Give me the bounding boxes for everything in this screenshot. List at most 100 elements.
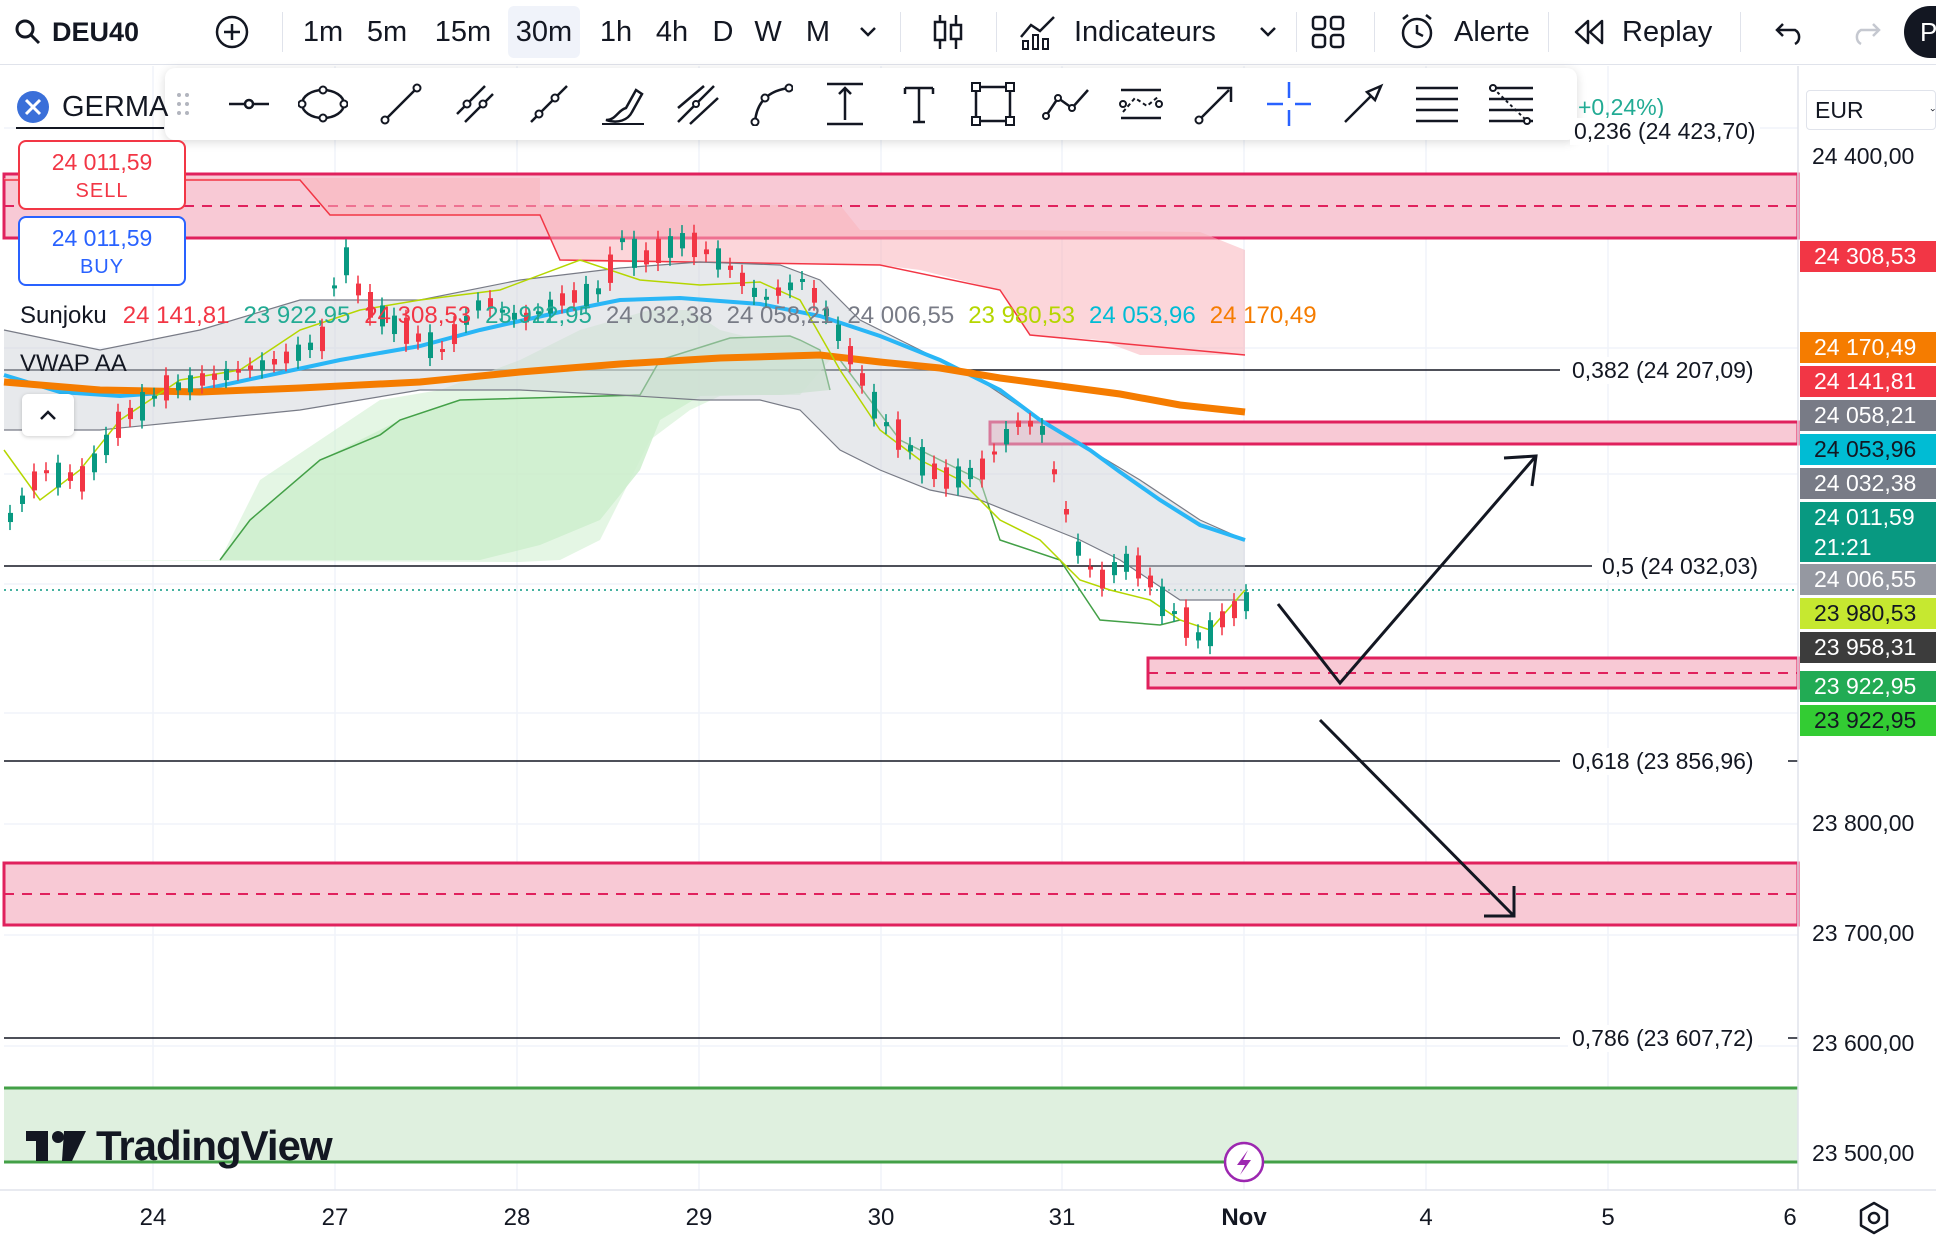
brush-tool[interactable] bbox=[595, 76, 651, 132]
drag-handle[interactable] bbox=[171, 76, 195, 132]
interval-w[interactable]: W bbox=[754, 15, 782, 48]
crosshair-tool[interactable] bbox=[1261, 76, 1317, 132]
candle-body bbox=[200, 373, 205, 386]
date-label: 28 bbox=[503, 1204, 531, 1231]
candle-body bbox=[584, 283, 589, 307]
interval-1m[interactable]: 1m bbox=[302, 15, 344, 48]
crosshair-icon bbox=[1267, 82, 1311, 126]
interval-15m[interactable]: 15m bbox=[434, 15, 492, 48]
divider bbox=[1548, 12, 1549, 52]
interval-5m[interactable]: 5m bbox=[366, 15, 408, 48]
horizontal-ray-tool[interactable] bbox=[221, 76, 277, 132]
watermark-text: TradingView bbox=[96, 1122, 333, 1169]
candle-body bbox=[488, 298, 493, 309]
vwap-legend[interactable]: VWAP AA bbox=[20, 350, 127, 377]
candle-body bbox=[356, 283, 361, 296]
ellipse-tool[interactable] bbox=[295, 76, 351, 132]
candle-body bbox=[1148, 575, 1153, 588]
candle-body bbox=[704, 249, 709, 255]
alert-label: Alerte bbox=[1454, 15, 1530, 48]
replay-button[interactable]: Replay bbox=[1572, 0, 1722, 64]
date-price-range-tool[interactable] bbox=[1113, 76, 1169, 132]
sell-button[interactable]: 24 011,59 SELL bbox=[18, 140, 186, 210]
undo-button[interactable] bbox=[1766, 0, 1814, 64]
candle-body bbox=[872, 391, 877, 419]
candle-body bbox=[272, 359, 277, 365]
chart-type-button[interactable] bbox=[924, 0, 972, 64]
candle-body bbox=[884, 422, 889, 427]
candle-body bbox=[128, 407, 133, 420]
interval-1h[interactable]: 1h bbox=[599, 15, 633, 48]
arrow-tool[interactable] bbox=[1335, 76, 1391, 132]
candle-body bbox=[32, 471, 37, 491]
sunjoku-legend[interactable]: Sunjoku 24 141,81 23 922,95 24 308,53 23… bbox=[20, 302, 1317, 330]
arrow-marker-tool[interactable] bbox=[1187, 76, 1243, 132]
event-marker[interactable] bbox=[1223, 1141, 1265, 1183]
publish-label: P bbox=[1920, 16, 1936, 47]
candle-body bbox=[1136, 555, 1141, 579]
price-tick: 23 800,00 bbox=[1812, 810, 1915, 836]
candle-body bbox=[296, 344, 301, 361]
settings-button[interactable] bbox=[1856, 1200, 1892, 1241]
flag-icon bbox=[17, 91, 49, 123]
interval-d[interactable]: D bbox=[712, 15, 734, 48]
path-tool[interactable] bbox=[1039, 76, 1095, 132]
candle-body bbox=[116, 411, 121, 438]
candle-body bbox=[320, 326, 325, 352]
candle-body bbox=[68, 472, 73, 481]
ray-tool[interactable] bbox=[521, 76, 577, 132]
fib-label: 0,382 (24 207,09) bbox=[1568, 357, 1758, 384]
legend-symbol[interactable]: GERMA bbox=[16, 90, 168, 124]
interval-dropdown-button[interactable] bbox=[852, 0, 884, 64]
layouts-button[interactable] bbox=[1304, 0, 1352, 64]
undo-icon bbox=[1775, 23, 1801, 46]
range-icon bbox=[1119, 88, 1163, 120]
price-range-tool[interactable] bbox=[817, 76, 873, 132]
text-tool[interactable] bbox=[891, 76, 947, 132]
currency-label: EUR bbox=[1815, 96, 1864, 123]
legend-change: +0,24%) bbox=[1578, 94, 1665, 120]
candle-body bbox=[668, 236, 673, 258]
interval-m[interactable]: M bbox=[805, 15, 831, 48]
candle-body bbox=[104, 434, 109, 456]
symbol-search[interactable]: DEU40 bbox=[14, 0, 164, 64]
publish-button[interactable]: P bbox=[1904, 6, 1936, 58]
fib-label: 0,5 (24 032,03) bbox=[1598, 553, 1763, 580]
add-symbol-button[interactable] bbox=[208, 0, 256, 64]
legend-symbol-name: GERMA bbox=[62, 90, 169, 123]
currency-selector[interactable]: EUR bbox=[1806, 90, 1936, 130]
candle-body bbox=[548, 299, 553, 314]
indicators-icon bbox=[1020, 16, 1055, 50]
candle-body bbox=[440, 349, 445, 353]
candle-body bbox=[524, 312, 529, 323]
curve-tool[interactable] bbox=[743, 76, 799, 132]
alarm-clock-icon bbox=[1401, 14, 1433, 49]
replay-label: Replay bbox=[1622, 15, 1713, 48]
candle-body bbox=[8, 512, 13, 523]
rectangle-tool[interactable] bbox=[965, 76, 1021, 132]
price-label: 24 032,38 bbox=[1800, 468, 1936, 499]
indicators-button[interactable]: Indicateurs bbox=[1018, 0, 1273, 64]
interval-4h[interactable]: 4h bbox=[655, 15, 689, 48]
candle-body bbox=[752, 287, 757, 297]
candle-body bbox=[956, 466, 961, 488]
interval-30m[interactable]: 30m bbox=[508, 6, 580, 58]
fib-retracement-tool[interactable] bbox=[1483, 76, 1539, 132]
candle-body bbox=[44, 470, 49, 474]
lines-tool[interactable] bbox=[1409, 76, 1465, 132]
candle-body bbox=[1124, 553, 1129, 572]
indicators-dropdown[interactable] bbox=[1252, 0, 1284, 64]
candle-body bbox=[1196, 632, 1201, 641]
date-label: 4 bbox=[1419, 1204, 1433, 1231]
parallel-channel-tool[interactable] bbox=[447, 76, 503, 132]
redo-button[interactable] bbox=[1842, 0, 1890, 64]
drawing-toolbar bbox=[165, 68, 1577, 140]
trend-line-tool[interactable] bbox=[373, 76, 429, 132]
pitchfork-tool[interactable] bbox=[669, 76, 725, 132]
tradingview-logo[interactable]: TradingView bbox=[26, 1122, 333, 1170]
buy-button[interactable]: 24 011,59 BUY bbox=[18, 216, 186, 286]
candle-body bbox=[344, 247, 349, 276]
alert-button[interactable]: Alerte bbox=[1398, 0, 1538, 64]
chart-canvas[interactable] bbox=[0, 66, 1936, 1241]
collapse-legend-button[interactable] bbox=[22, 394, 74, 436]
